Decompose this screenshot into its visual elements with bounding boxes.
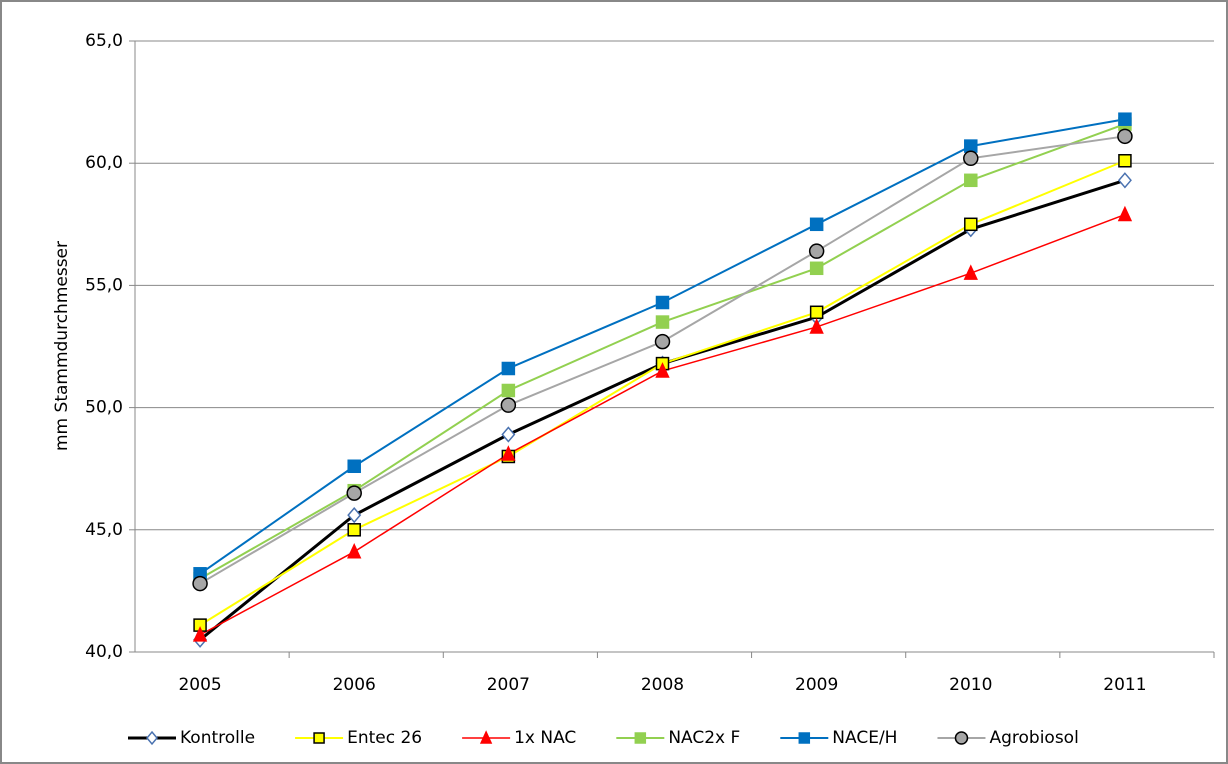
y-tick-label: 65,0 bbox=[85, 31, 123, 51]
legend-marker bbox=[146, 730, 158, 746]
x-tick-label: 2009 bbox=[795, 675, 838, 695]
point bbox=[346, 485, 362, 501]
point bbox=[654, 333, 671, 350]
point bbox=[501, 361, 516, 376]
point bbox=[809, 305, 824, 320]
y-tick-label: 60,0 bbox=[85, 153, 123, 173]
point bbox=[192, 626, 208, 642]
point bbox=[964, 173, 978, 188]
point bbox=[1118, 154, 1132, 168]
point bbox=[501, 445, 516, 461]
point bbox=[1117, 205, 1133, 222]
legend-marker bbox=[634, 732, 647, 744]
legend-marker bbox=[313, 732, 325, 744]
y-tick-label: 55,0 bbox=[85, 275, 123, 295]
point bbox=[809, 318, 824, 334]
point bbox=[964, 217, 978, 232]
point bbox=[809, 261, 824, 276]
point bbox=[347, 506, 362, 524]
y-axis-label: mm Stammdurchmesser bbox=[52, 241, 72, 451]
y-tick-label: 50,0 bbox=[85, 398, 123, 418]
point bbox=[809, 217, 824, 232]
legend-label: NAC2x F bbox=[668, 728, 740, 748]
point bbox=[964, 139, 978, 153]
x-tick-label: 2007 bbox=[487, 675, 530, 695]
point bbox=[1118, 112, 1132, 126]
point bbox=[347, 543, 362, 559]
legend-marker bbox=[954, 731, 969, 745]
point bbox=[192, 575, 208, 592]
legend-label: 1x NAC bbox=[514, 728, 576, 748]
point bbox=[655, 362, 670, 378]
x-tick-label: 2006 bbox=[333, 675, 376, 695]
point bbox=[963, 150, 979, 167]
legend-label: Kontrolle bbox=[180, 728, 255, 748]
y-tick-label: 40,0 bbox=[85, 642, 123, 662]
point bbox=[501, 426, 516, 443]
point bbox=[963, 264, 978, 280]
legend-marker bbox=[479, 730, 493, 744]
legend-label: NACE/H bbox=[832, 728, 897, 748]
x-tick-label: 2008 bbox=[641, 675, 684, 695]
point bbox=[655, 315, 670, 329]
legend-label: Agrobiosol bbox=[989, 728, 1078, 748]
point bbox=[500, 397, 517, 413]
x-tick-label: 2005 bbox=[178, 675, 221, 695]
x-tick-label: 2011 bbox=[1103, 675, 1146, 695]
point bbox=[347, 523, 361, 537]
point bbox=[1117, 128, 1133, 145]
y-tick-label: 45,0 bbox=[85, 520, 123, 540]
point bbox=[808, 243, 825, 259]
legend-marker bbox=[798, 732, 811, 744]
point bbox=[655, 295, 670, 310]
x-tick-label: 2010 bbox=[949, 675, 992, 695]
point bbox=[347, 459, 361, 474]
point bbox=[501, 383, 516, 398]
legend-label: Entec 26 bbox=[347, 728, 422, 748]
point bbox=[1117, 172, 1132, 189]
